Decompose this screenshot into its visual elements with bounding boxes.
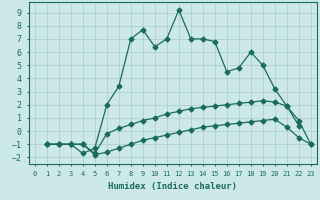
- X-axis label: Humidex (Indice chaleur): Humidex (Indice chaleur): [108, 183, 237, 192]
